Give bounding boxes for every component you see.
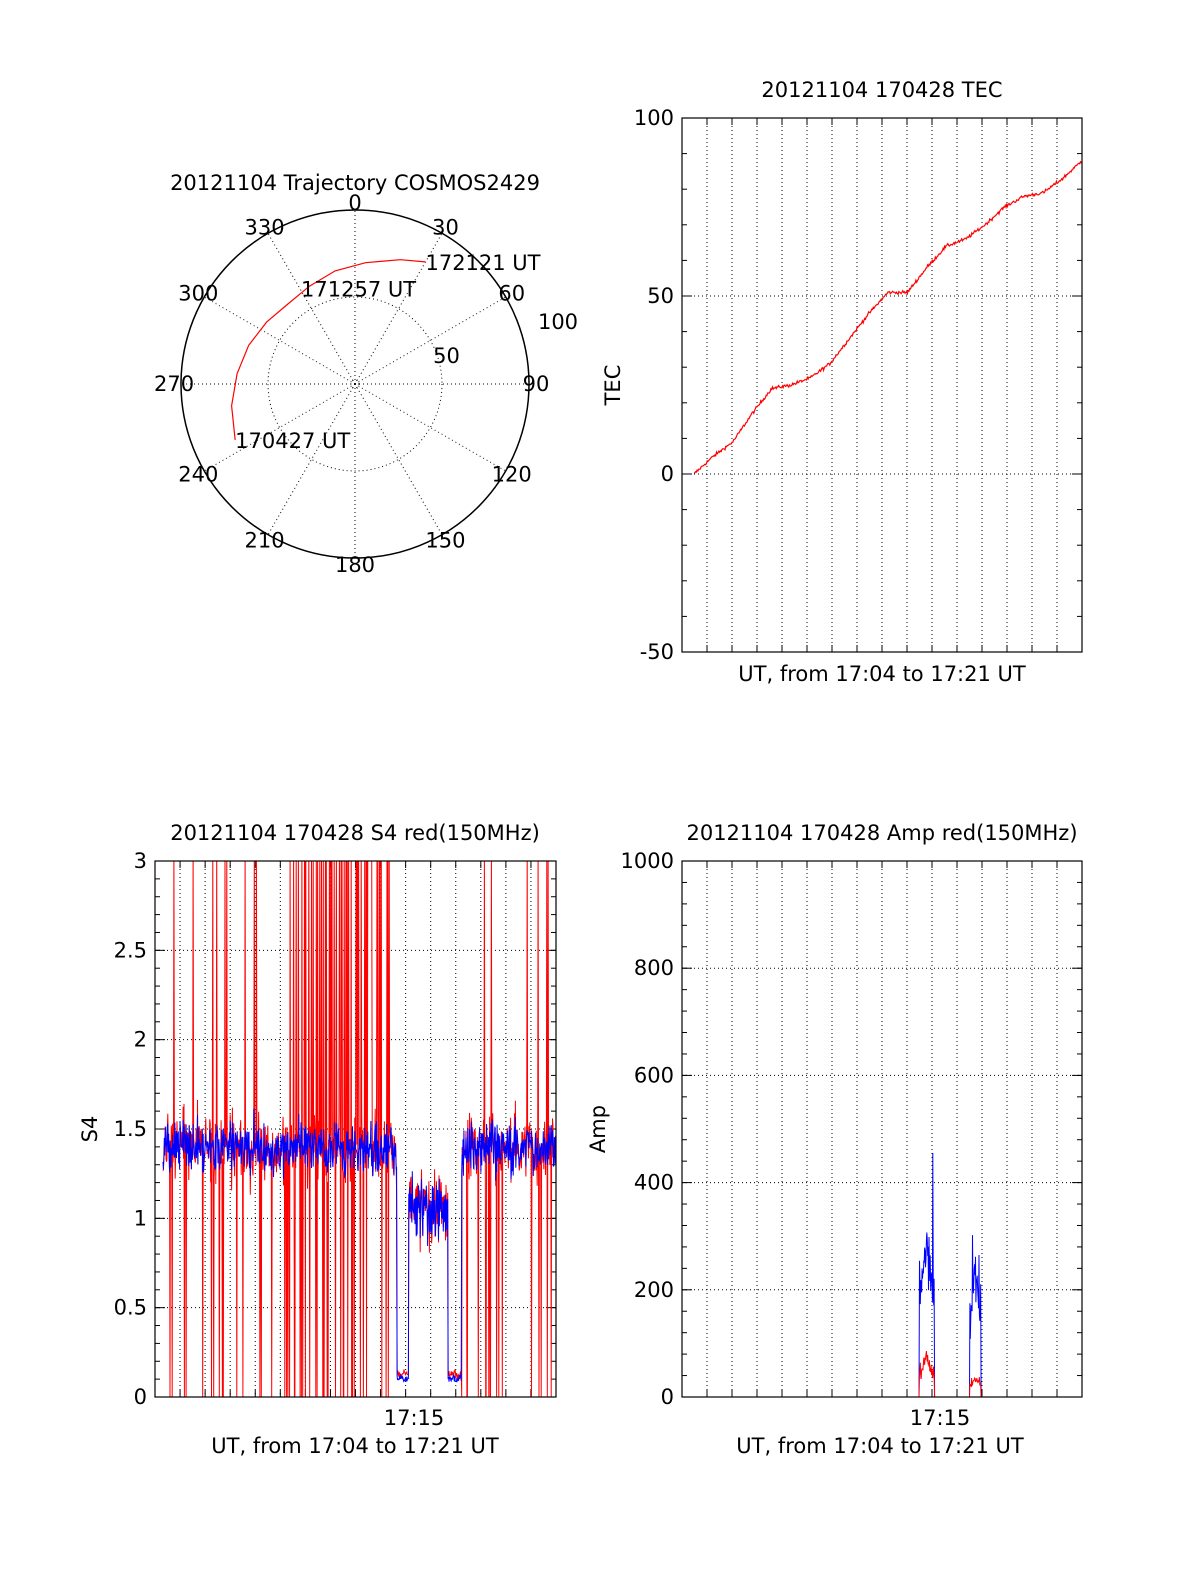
- polar-angle-label: 240: [178, 462, 218, 486]
- amp-xtick-label: 17:15: [910, 1406, 971, 1430]
- polar-spoke: [267, 233, 356, 385]
- s4-frame: [154, 860, 557, 1398]
- amp-xlabel: UT, from 17:04 to 17:21 UT: [736, 1434, 1024, 1458]
- s4-plot-area: [162, 861, 556, 1397]
- s4-ytick-label: 2: [134, 1028, 147, 1052]
- tec-ylabel: TEC: [601, 365, 625, 407]
- polar-angle-label: 210: [244, 529, 284, 553]
- amp-blue-series: [694, 1152, 1082, 1398]
- s4-ytick-label: 0: [134, 1385, 147, 1409]
- amp-ytick-label: 600: [634, 1063, 674, 1087]
- s4-ylabel: S4: [78, 1116, 102, 1143]
- polar-spoke: [354, 233, 443, 385]
- polar-time-annotation: 170427 UT: [235, 429, 350, 453]
- tec-chart: 20121104 170428 TEC UT, from 17:04 to 17…: [601, 78, 1083, 686]
- polar-angle-label: 330: [244, 215, 284, 239]
- amp-ytick-label: 800: [634, 956, 674, 980]
- polar-spoke: [354, 383, 506, 472]
- s4-ytick-label: 1.5: [114, 1117, 147, 1141]
- polar-spoke: [354, 296, 506, 385]
- amp-red-series: [694, 1350, 1082, 1398]
- polar-trajectory-chart: 20121104 Trajectory COSMOS2429 0 30 60 90 12…: [154, 171, 578, 577]
- tec-ytick-label: -50: [640, 640, 674, 664]
- s4-ytick-label: 1: [134, 1206, 147, 1230]
- polar-radial-label: 100: [538, 310, 578, 334]
- amp-ytick-label: 1000: [621, 849, 674, 873]
- polar-time-annotation: 171257 UT: [301, 278, 416, 302]
- polar-angle-label: 300: [178, 282, 218, 306]
- polar-angle-label: 60: [498, 282, 525, 306]
- polar-angle-label: 150: [425, 529, 465, 553]
- polar-trajectory-line: [230, 259, 426, 440]
- polar-angle-label: 90: [523, 372, 550, 396]
- polar-spoke: [354, 383, 443, 535]
- s4-red-series: [162, 861, 556, 1397]
- tec-ytick-label: 100: [634, 106, 674, 130]
- polar-angle-label: 0: [348, 191, 361, 215]
- amp-ytick-label: 400: [634, 1171, 674, 1195]
- s4-xlabel: UT, from 17:04 to 17:21 UT: [211, 1434, 499, 1458]
- tec-xlabel: UT, from 17:04 to 17:21 UT: [738, 662, 1026, 686]
- s4-blue-series: [162, 1108, 556, 1383]
- polar-angle-label: 30: [432, 215, 459, 239]
- amp-ytick-label: 0: [661, 1385, 674, 1409]
- polar-spoke: [204, 296, 356, 385]
- polar-outer-ring: [180, 209, 530, 559]
- s4-xtick-label: 17:15: [384, 1406, 445, 1430]
- amp-chart: 20121104 170428 Amp red(150MHz) 17:15 UT…: [586, 821, 1083, 1458]
- polar-angle-label: 270: [154, 372, 194, 396]
- polar-ring-50: [267, 296, 443, 472]
- amp-ylabel: Amp: [586, 1105, 610, 1153]
- polar-spoke: [204, 383, 356, 472]
- polar-title: 20121104 Trajectory COSMOS2429: [170, 171, 540, 195]
- polar-angle-label: 180: [335, 553, 375, 577]
- tec-ytick-label: 50: [647, 284, 674, 308]
- amp-title: 20121104 170428 Amp red(150MHz): [686, 821, 1077, 845]
- tec-frame: [681, 117, 1083, 653]
- tec-title: 20121104 170428 TEC: [761, 78, 1002, 102]
- polar-time-annotation: 172121 UT: [425, 251, 540, 275]
- s4-ytick-label: 3: [134, 849, 147, 873]
- polar-center: [350, 379, 360, 389]
- amp-ytick-label: 200: [634, 1278, 674, 1302]
- polar-angle-label: 120: [492, 462, 532, 486]
- s4-ytick-label: 0.5: [114, 1296, 147, 1320]
- polar-spoke: [267, 383, 356, 535]
- s4-ytick-label: 2.5: [114, 938, 147, 962]
- s4-title: 20121104 170428 S4 red(150MHz): [170, 821, 540, 845]
- s4-chart: 20121104 170428 S4 red(150MHz) 17:15 UT,…: [78, 821, 557, 1458]
- amp-frame: [681, 860, 1083, 1398]
- tec-ytick-label: 0: [661, 462, 674, 486]
- polar-radial-label: 50: [433, 344, 460, 368]
- tec-series-line: [693, 160, 1083, 474]
